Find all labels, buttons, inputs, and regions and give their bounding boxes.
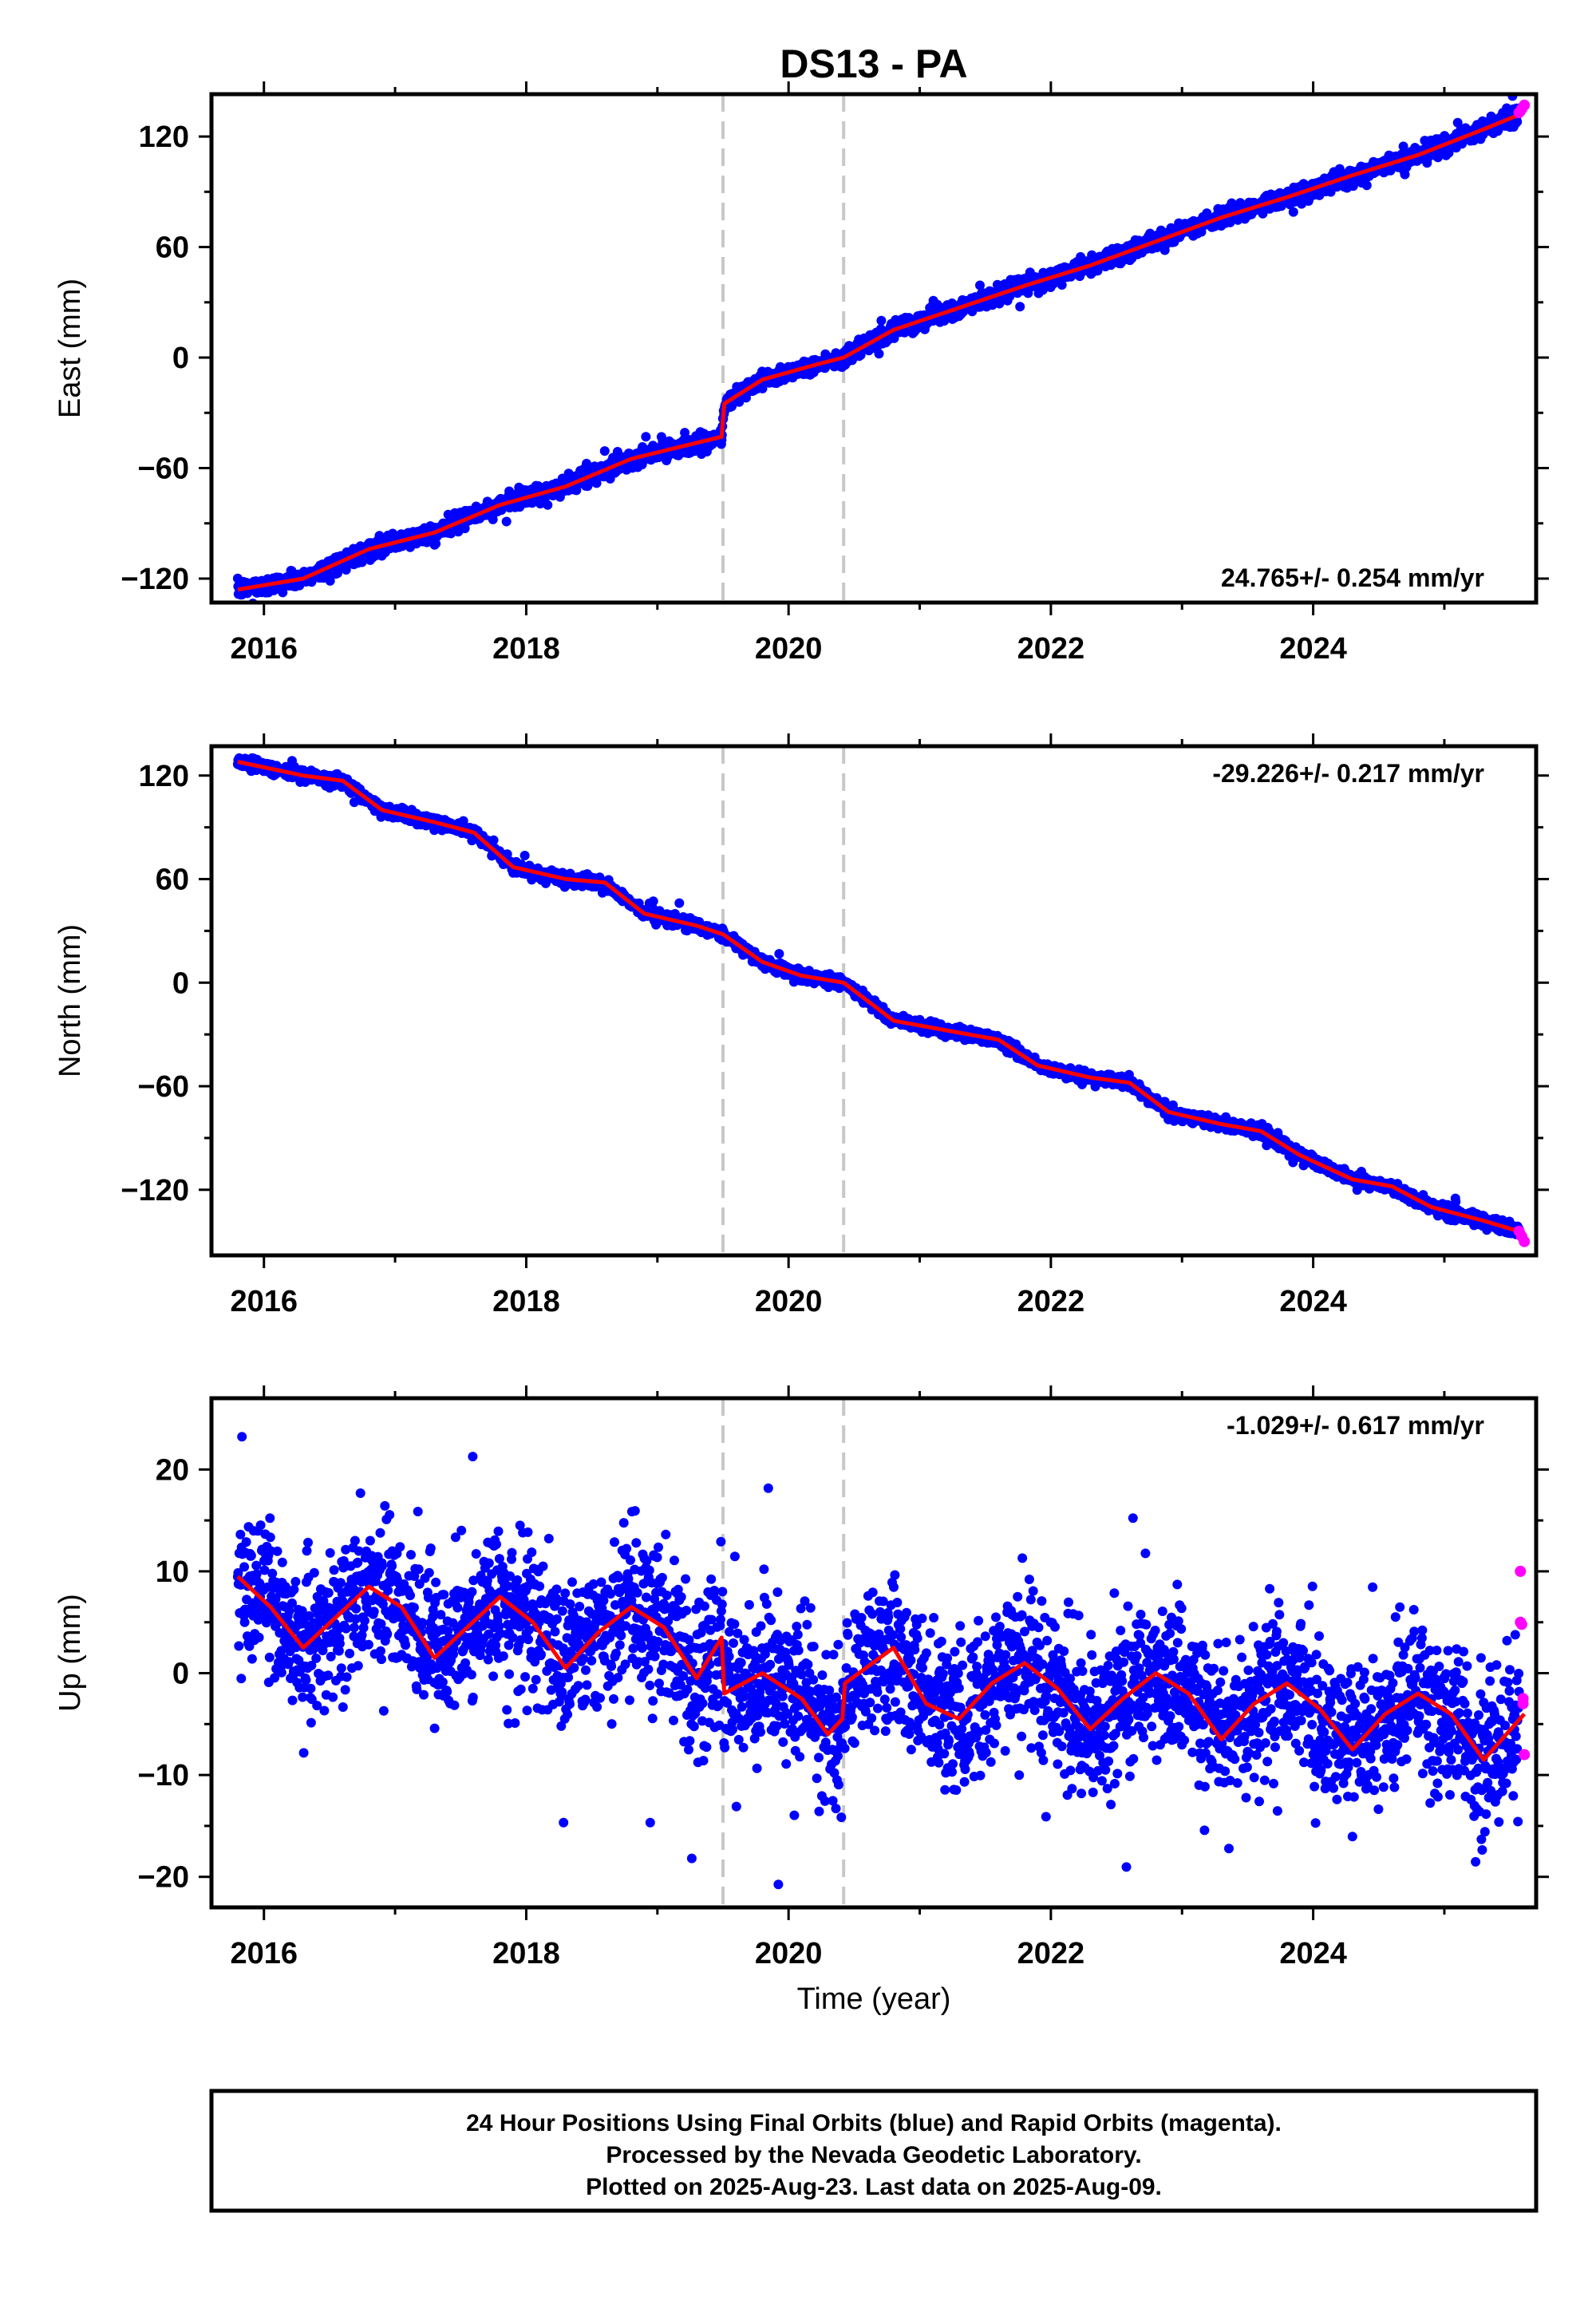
final-point bbox=[874, 349, 884, 359]
x-tick-label: 2016 bbox=[230, 632, 298, 666]
model-fit-line bbox=[237, 110, 1526, 592]
final-point bbox=[876, 315, 887, 326]
final-point bbox=[488, 835, 499, 845]
final-point bbox=[501, 516, 512, 527]
final-point bbox=[774, 949, 784, 959]
final-point bbox=[431, 539, 441, 549]
final-point bbox=[674, 898, 685, 908]
x-tick-label: 2020 bbox=[755, 632, 823, 666]
plot-frame bbox=[209, 92, 1539, 605]
y-tick-label: 120 bbox=[139, 121, 189, 154]
final-point bbox=[543, 500, 553, 510]
final-point bbox=[975, 280, 985, 290]
chart-title: DS13 - PA bbox=[780, 41, 967, 86]
y-tick-label: 60 bbox=[156, 231, 189, 265]
y-tick-label: 0 bbox=[172, 342, 189, 375]
final-point bbox=[641, 432, 651, 442]
x-tick-label: 2022 bbox=[1017, 632, 1085, 666]
final-point bbox=[1400, 169, 1410, 180]
final-point bbox=[1015, 302, 1025, 312]
final-point bbox=[1288, 207, 1298, 217]
x-tick-label: 2018 bbox=[492, 632, 560, 666]
final-point bbox=[599, 446, 610, 456]
x-tick-label: 2024 bbox=[1279, 632, 1347, 666]
final-orbit-points bbox=[232, 94, 1524, 603]
final-point bbox=[757, 383, 768, 393]
velocity-label: 24.765+/- 0.254 mm/yr bbox=[1221, 563, 1484, 592]
final-point bbox=[1512, 117, 1523, 127]
rapid-point bbox=[1519, 99, 1531, 111]
plot-area bbox=[232, 94, 1531, 603]
final-point bbox=[1398, 141, 1408, 152]
final-point bbox=[325, 575, 335, 586]
y-axis-label: East (mm) bbox=[53, 279, 87, 418]
final-orbit-points bbox=[232, 753, 1524, 1239]
east-panel: 2016 2018 2020 2022 2024 −120 −60 0 60 120 East (m… bbox=[53, 81, 1549, 666]
y-tick-label: −120 bbox=[120, 563, 189, 596]
final-point bbox=[648, 896, 658, 907]
rapid-orbit-points bbox=[1513, 99, 1531, 119]
final-point bbox=[1361, 180, 1372, 191]
y-tick-label: −60 bbox=[138, 453, 189, 486]
plot-area bbox=[232, 746, 1531, 1255]
final-point bbox=[519, 851, 530, 860]
